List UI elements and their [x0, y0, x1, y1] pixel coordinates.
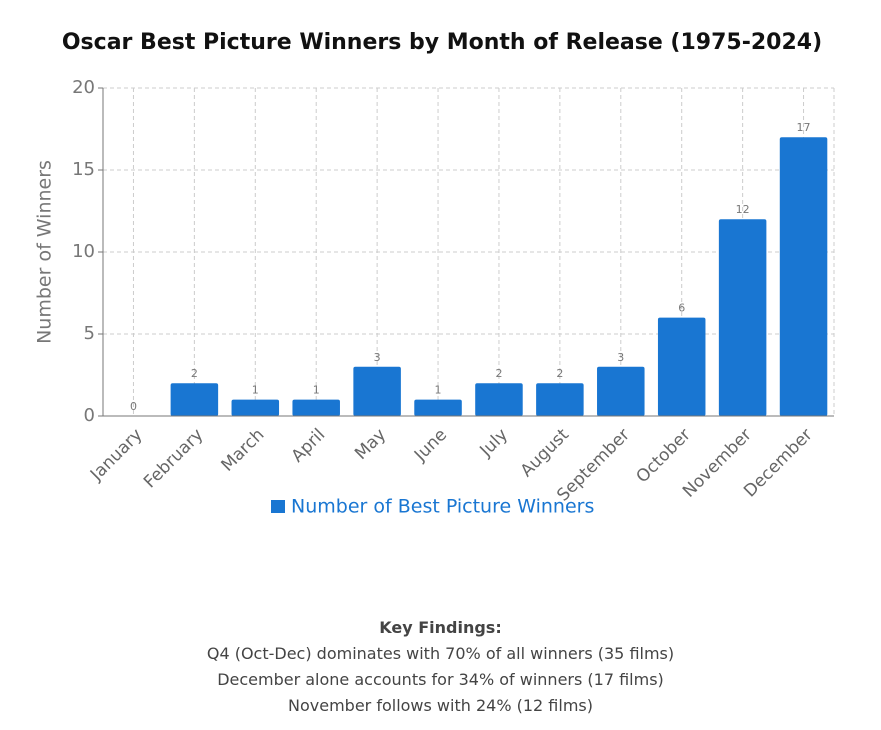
bar — [414, 399, 462, 416]
data-label: 2 — [495, 367, 502, 380]
data-label: 12 — [736, 203, 750, 216]
y-tick-label: 15 — [72, 159, 95, 180]
x-tick-label: May — [351, 425, 390, 464]
bar — [292, 399, 340, 416]
data-label: 1 — [252, 384, 259, 397]
legend-swatch — [271, 500, 285, 513]
x-tick-label: February — [140, 425, 207, 492]
bar — [231, 399, 280, 416]
bar — [718, 219, 767, 416]
chart: Oscar Best Picture Winners by Month of R… — [34, 30, 835, 518]
y-tick-label: 0 — [84, 405, 95, 426]
y-tick-label: 10 — [72, 241, 95, 262]
x-tick-label: January — [86, 425, 146, 485]
data-label: 2 — [556, 367, 563, 380]
finding: December alone accounts for 34% of winne… — [217, 670, 664, 689]
data-label: 2 — [191, 367, 198, 380]
key-findings: Key Findings: Q4 (Oct-Dec) dominates wit… — [0, 615, 881, 719]
data-label: 3 — [374, 351, 381, 364]
bar — [475, 383, 523, 416]
finding: November follows with 24% (12 films) — [288, 696, 593, 715]
finding: Q4 (Oct-Dec) dominates with 70% of all w… — [206, 644, 675, 663]
data-label: 17 — [797, 121, 811, 134]
data-label: 0 — [130, 400, 137, 413]
bar — [170, 383, 219, 416]
x-tick-label: October — [633, 425, 695, 487]
x-tick-label: July — [476, 425, 512, 461]
data-label: 1 — [313, 384, 320, 397]
x-tick-label: April — [288, 425, 330, 467]
x-tick-label: June — [410, 425, 451, 466]
bar — [597, 366, 645, 416]
y-tick-label: 5 — [84, 323, 95, 344]
bar — [779, 137, 828, 416]
data-label: 1 — [435, 384, 442, 397]
x-tick-label: March — [218, 425, 269, 476]
y-axis-label: Number of Winners — [34, 160, 56, 344]
findings-title: Key Findings: — [379, 618, 502, 637]
chart-title: Oscar Best Picture Winners by Month of R… — [62, 30, 822, 55]
bar — [353, 366, 401, 416]
bar — [536, 383, 584, 416]
x-tick-label: August — [517, 425, 573, 481]
data-label: 6 — [678, 302, 685, 315]
bar — [657, 317, 706, 416]
legend-label: Number of Best Picture Winners — [291, 496, 594, 518]
data-label: 3 — [617, 351, 624, 364]
y-tick-label: 20 — [72, 77, 95, 98]
